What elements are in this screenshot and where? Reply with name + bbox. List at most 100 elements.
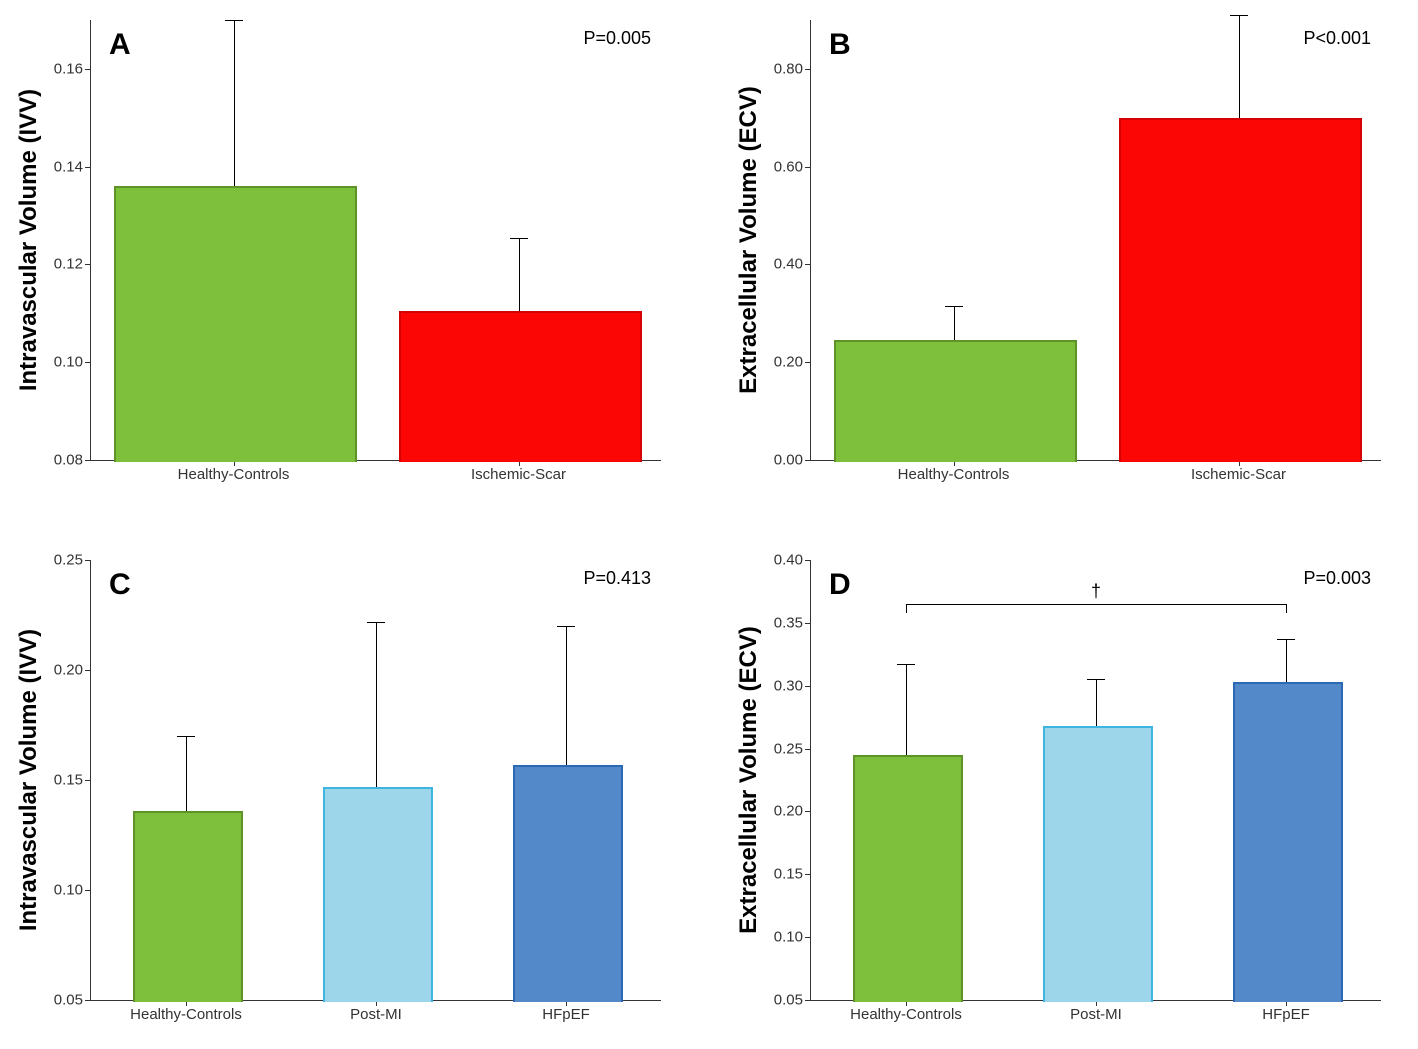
panel-D-errorcap <box>897 664 915 665</box>
panel-C-ytick <box>85 560 91 561</box>
panel-B-errorcap <box>945 306 963 307</box>
panel-D-plot-area: 0.050.100.150.200.250.300.350.40Extracel… <box>810 560 1381 1001</box>
panel-D-ytick-label: 0.10 <box>774 929 803 946</box>
panel-D-errorcap <box>1087 679 1105 680</box>
panel-D-ytick-label: 0.05 <box>774 992 803 1009</box>
panel-D-bar <box>1043 726 1153 1002</box>
panel-D-ytick <box>805 560 811 561</box>
panel-D-ytick-label: 0.20 <box>774 803 803 820</box>
panel-D-category-label: HFpEF <box>1262 1006 1310 1023</box>
panel-B: 0.000.200.400.600.80Extracellular Volume… <box>810 20 1380 460</box>
panel-C-ytick-label: 0.20 <box>54 662 83 679</box>
panel-C-ytick <box>85 890 91 891</box>
panel-B-errorcap <box>1230 15 1248 16</box>
panel-D-ytick-label: 0.15 <box>774 866 803 883</box>
panel-B-errorbar <box>954 306 955 340</box>
panel-D-ylabel: Extracellular Volume (ECV) <box>735 626 763 934</box>
panel-D-pvalue: P=0.003 <box>1303 568 1371 589</box>
panel-B-bar <box>1119 118 1362 462</box>
panel-B-bar <box>834 340 1077 462</box>
panel-C-pvalue: P=0.413 <box>583 568 651 589</box>
panel-D-ytick-label: 0.40 <box>774 552 803 569</box>
panel-A-ytick <box>85 69 91 70</box>
panel-D: 0.050.100.150.200.250.300.350.40Extracel… <box>810 560 1380 1000</box>
panel-A-bar <box>114 186 357 462</box>
panel-B-ytick <box>805 362 811 363</box>
panel-B-ytick-label: 0.60 <box>774 158 803 175</box>
panel-A-ytick-label: 0.10 <box>54 354 83 371</box>
panel-B-ytick-label: 0.20 <box>774 354 803 371</box>
panel-A-ytick <box>85 167 91 168</box>
panel-C-bar <box>133 811 243 1002</box>
panel-A: 0.080.100.120.140.16Intravascular Volume… <box>90 20 660 460</box>
panel-D-ytick <box>805 749 811 750</box>
panel-A-errorbar <box>519 238 520 311</box>
panel-B-ylabel: Extracellular Volume (ECV) <box>735 86 763 394</box>
panel-C-category-label: Healthy-Controls <box>130 1006 242 1023</box>
panel-C-ytick <box>85 1000 91 1001</box>
panel-A-errorcap <box>225 20 243 21</box>
panel-D-errorbar <box>1096 679 1097 726</box>
panel-A-letter: A <box>109 28 131 62</box>
panel-C-ytick-label: 0.10 <box>54 882 83 899</box>
panel-D-ytick <box>805 937 811 938</box>
panel-C-errorbar <box>566 626 567 765</box>
figure-root: 0.08 0.10 0.12 0.14 0.16 Intravascular Volume… <box>0 0 1418 1049</box>
panel-A-bar <box>399 311 642 462</box>
panel-A-ytick-label: 0.14 <box>54 158 83 175</box>
panel-A-category-label: Ischemic-Scar <box>471 466 566 483</box>
panel-D-errorcap <box>1277 639 1295 640</box>
panel-A-plot-area: 0.080.100.120.140.16Intravascular Volume… <box>90 20 661 461</box>
panel-D-ytick <box>805 1000 811 1001</box>
panel-C-category-label: Post-MI <box>350 1006 402 1023</box>
panel-C-ytick <box>85 670 91 671</box>
panel-B-ytick <box>805 69 811 70</box>
panel-D-category-label: Post-MI <box>1070 1006 1122 1023</box>
panel-C: 0.050.100.150.200.25Intravascular Volume… <box>90 560 660 1000</box>
panel-B-ytick-label: 0.00 <box>774 452 803 469</box>
panel-D-ytick <box>805 623 811 624</box>
panel-D-category-label: Healthy-Controls <box>850 1006 962 1023</box>
panel-D-letter: D <box>829 568 851 602</box>
panel-A-errorcap <box>510 238 528 239</box>
panel-D-errorbar <box>906 664 907 755</box>
panel-C-ytick-label: 0.25 <box>54 552 83 569</box>
panel-D-bar <box>1233 682 1343 1002</box>
panel-C-errorcap <box>177 736 195 737</box>
panel-D-ytick-label: 0.30 <box>774 677 803 694</box>
panel-B-category-label: Ischemic-Scar <box>1191 466 1286 483</box>
panel-C-bar <box>323 787 433 1002</box>
panel-C-ytick <box>85 780 91 781</box>
panel-A-ytick-label: 0.16 <box>54 60 83 77</box>
panel-D-sig-bracket <box>906 604 1286 605</box>
panel-B-ytick <box>805 264 811 265</box>
panel-C-ytick-label: 0.15 <box>54 772 83 789</box>
panel-A-ytick <box>85 460 91 461</box>
panel-B-errorbar <box>1239 15 1240 118</box>
panel-B-ytick-label: 0.40 <box>774 256 803 273</box>
panel-D-bar <box>853 755 963 1002</box>
panel-B-ytick-label: 0.80 <box>774 60 803 77</box>
panel-D-sig-bracket-drop <box>906 604 907 613</box>
panel-C-errorcap <box>367 622 385 623</box>
panel-A-ytick-label: 0.12 <box>54 256 83 273</box>
panel-B-ytick <box>805 167 811 168</box>
panel-D-ytick-label: 0.25 <box>774 740 803 757</box>
panel-C-plot-area: 0.050.100.150.200.25Intravascular Volume… <box>90 560 661 1001</box>
panel-A-errorbar <box>234 20 235 186</box>
panel-B-letter: B <box>829 28 851 62</box>
panel-C-ylabel: Intravascular Volume (IVV) <box>15 629 43 931</box>
panel-C-errorbar <box>186 736 187 811</box>
panel-D-ytick <box>805 686 811 687</box>
panel-D-sig-symbol: † <box>1091 581 1101 602</box>
panel-A-ytick-label: 0.08 <box>54 452 83 469</box>
panel-B-plot-area: 0.000.200.400.600.80Extracellular Volume… <box>810 20 1381 461</box>
panel-C-errorbar <box>376 622 377 787</box>
panel-C-errorcap <box>557 626 575 627</box>
panel-A-pvalue: P=0.005 <box>583 28 651 49</box>
panel-A-ylabel: Intravascular Volume (IVV) <box>15 89 43 391</box>
panel-A-category-label: Healthy-Controls <box>178 466 290 483</box>
panel-C-ytick-label: 0.05 <box>54 992 83 1009</box>
panel-A-ytick <box>85 264 91 265</box>
panel-B-ytick <box>805 460 811 461</box>
